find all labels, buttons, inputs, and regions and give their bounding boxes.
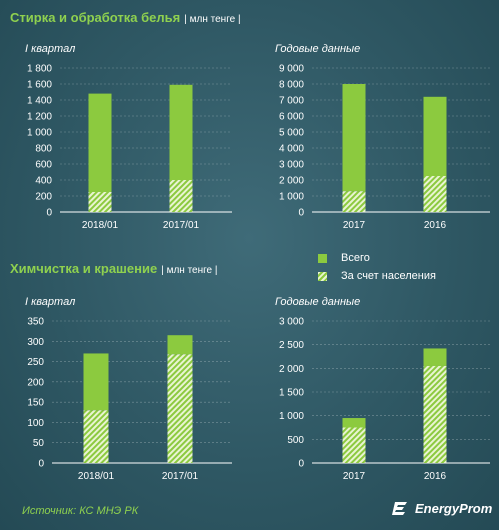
unit-label: | млн тенге | [161, 265, 218, 276]
y-tick-label: 400 [35, 176, 52, 187]
y-tick-label: 200 [27, 377, 44, 388]
chart-subtitle: Годовые данные [275, 296, 360, 308]
legend-label-population: За счет населения [341, 270, 436, 282]
y-tick-label: 1 200 [27, 112, 52, 123]
unit-label: | млн тенге | [184, 14, 241, 25]
bar-total [342, 418, 366, 428]
chart-svg: Годовые данные 0 500 1 000 1 500 2 000 2 500 3 … [275, 296, 490, 482]
legend: Всего За счет населения [318, 250, 436, 286]
chart-drycleaning-annual: Годовые данные 0 500 1 000 1 500 2 000 2 500 3 … [250, 283, 495, 488]
y-tick-label: 5 000 [279, 128, 304, 139]
x-tick-label: 2017 [343, 220, 366, 231]
bar-total [423, 96, 447, 176]
bar-population [83, 410, 109, 463]
y-tick-label: 1 800 [27, 64, 52, 75]
bar-total [423, 348, 447, 366]
x-tick-label: 2018/01 [78, 471, 115, 482]
legend-swatch-total [318, 253, 327, 263]
x-tick-label: 2018/01 [82, 220, 119, 231]
chart-svg: I квартал 0 200 400 600 800 1 000 1 200 1 400 1 6… [25, 43, 232, 231]
y-tick-label: 800 [35, 144, 52, 155]
chart-drycleaning-quarter: I квартал 0 50 100 150 200 250 300 350 2018/01 201… [0, 283, 245, 488]
bar-population [342, 191, 366, 212]
x-tick-label: 2017/01 [162, 471, 199, 482]
y-tick-label: 0 [298, 208, 304, 219]
y-tick-label: 150 [27, 398, 44, 409]
title-text: Стирка и обработка белья [10, 10, 181, 25]
y-tick-label: 8 000 [279, 80, 304, 91]
bar-population [167, 354, 193, 463]
y-tick-label: 6 000 [279, 112, 304, 123]
y-tick-label: 600 [35, 160, 52, 171]
y-tick-label: 1 000 [279, 411, 304, 422]
bar-population [169, 180, 193, 212]
energyprom-logo-icon [392, 502, 407, 515]
y-tick-label: 100 [27, 418, 44, 429]
x-tick-label: 2017 [343, 471, 366, 482]
y-tick-label: 1 400 [27, 96, 52, 107]
bar-total [169, 84, 193, 180]
y-tick-label: 1 600 [27, 80, 52, 91]
title-text: Химчистка и крашение [10, 261, 158, 276]
bar-population [423, 365, 447, 463]
x-tick-label: 2016 [424, 220, 447, 231]
legend-swatch-population [318, 271, 327, 281]
y-tick-label: 200 [35, 192, 52, 203]
bar-population [88, 192, 112, 212]
legend-label-total: Всего [341, 252, 370, 264]
bar-population [423, 176, 447, 212]
x-tick-label: 2017/01 [163, 220, 200, 231]
y-tick-label: 4 000 [279, 144, 304, 155]
y-tick-label: 2 000 [279, 176, 304, 187]
x-tick-label: 2016 [424, 471, 447, 482]
chart-title-drycleaning: Химчистка и крашение | млн тенге | [10, 261, 218, 276]
y-tick-label: 250 [27, 357, 44, 368]
chart-laundry-annual: Годовые данные 0 1 000 2 000 3 000 4 000 5 000… [250, 30, 495, 235]
chart-svg: I квартал 0 50 100 150 200 250 300 350 2018/01 201… [25, 296, 232, 482]
chart-title-laundry: Стирка и обработка белья | млн тенге | [10, 10, 241, 25]
y-tick-label: 2 000 [279, 364, 304, 375]
y-tick-label: 300 [27, 337, 44, 348]
y-tick-label: 0 [38, 459, 44, 470]
chart-svg: Годовые данные 0 1 000 2 000 3 000 4 000 5 000… [275, 43, 490, 231]
bar-total [167, 335, 193, 355]
y-tick-label: 50 [33, 438, 45, 449]
logo: EnergyProm [392, 500, 492, 516]
y-tick-label: 350 [27, 317, 44, 328]
chart-subtitle: I квартал [25, 296, 75, 308]
y-tick-label: 9 000 [279, 64, 304, 75]
y-tick-label: 7 000 [279, 96, 304, 107]
chart-subtitle: Годовые данные [275, 43, 360, 55]
chart-subtitle: I квартал [25, 43, 75, 55]
source-note: Источник: КС МНЭ РК [22, 505, 139, 517]
y-tick-label: 2 500 [279, 340, 304, 351]
chart-laundry-quarter: I квартал 0 200 400 600 800 1 000 1 200 1 400 1 6… [0, 30, 245, 235]
bar-total [342, 84, 366, 192]
bar-total [88, 93, 112, 192]
bar-population [342, 427, 366, 463]
y-tick-label: 0 [298, 459, 304, 470]
legend-item-total: Всего [318, 250, 436, 266]
legend-item-population: За счет населения [318, 268, 436, 284]
y-tick-label: 1 000 [27, 128, 52, 139]
y-tick-label: 1 500 [279, 388, 304, 399]
y-tick-label: 3 000 [279, 317, 304, 328]
y-tick-label: 1 000 [279, 192, 304, 203]
bar-total [83, 353, 109, 411]
y-tick-label: 500 [287, 435, 304, 446]
logo-text: EnergyProm [415, 500, 493, 516]
y-tick-label: 0 [46, 208, 52, 219]
y-tick-label: 3 000 [279, 160, 304, 171]
